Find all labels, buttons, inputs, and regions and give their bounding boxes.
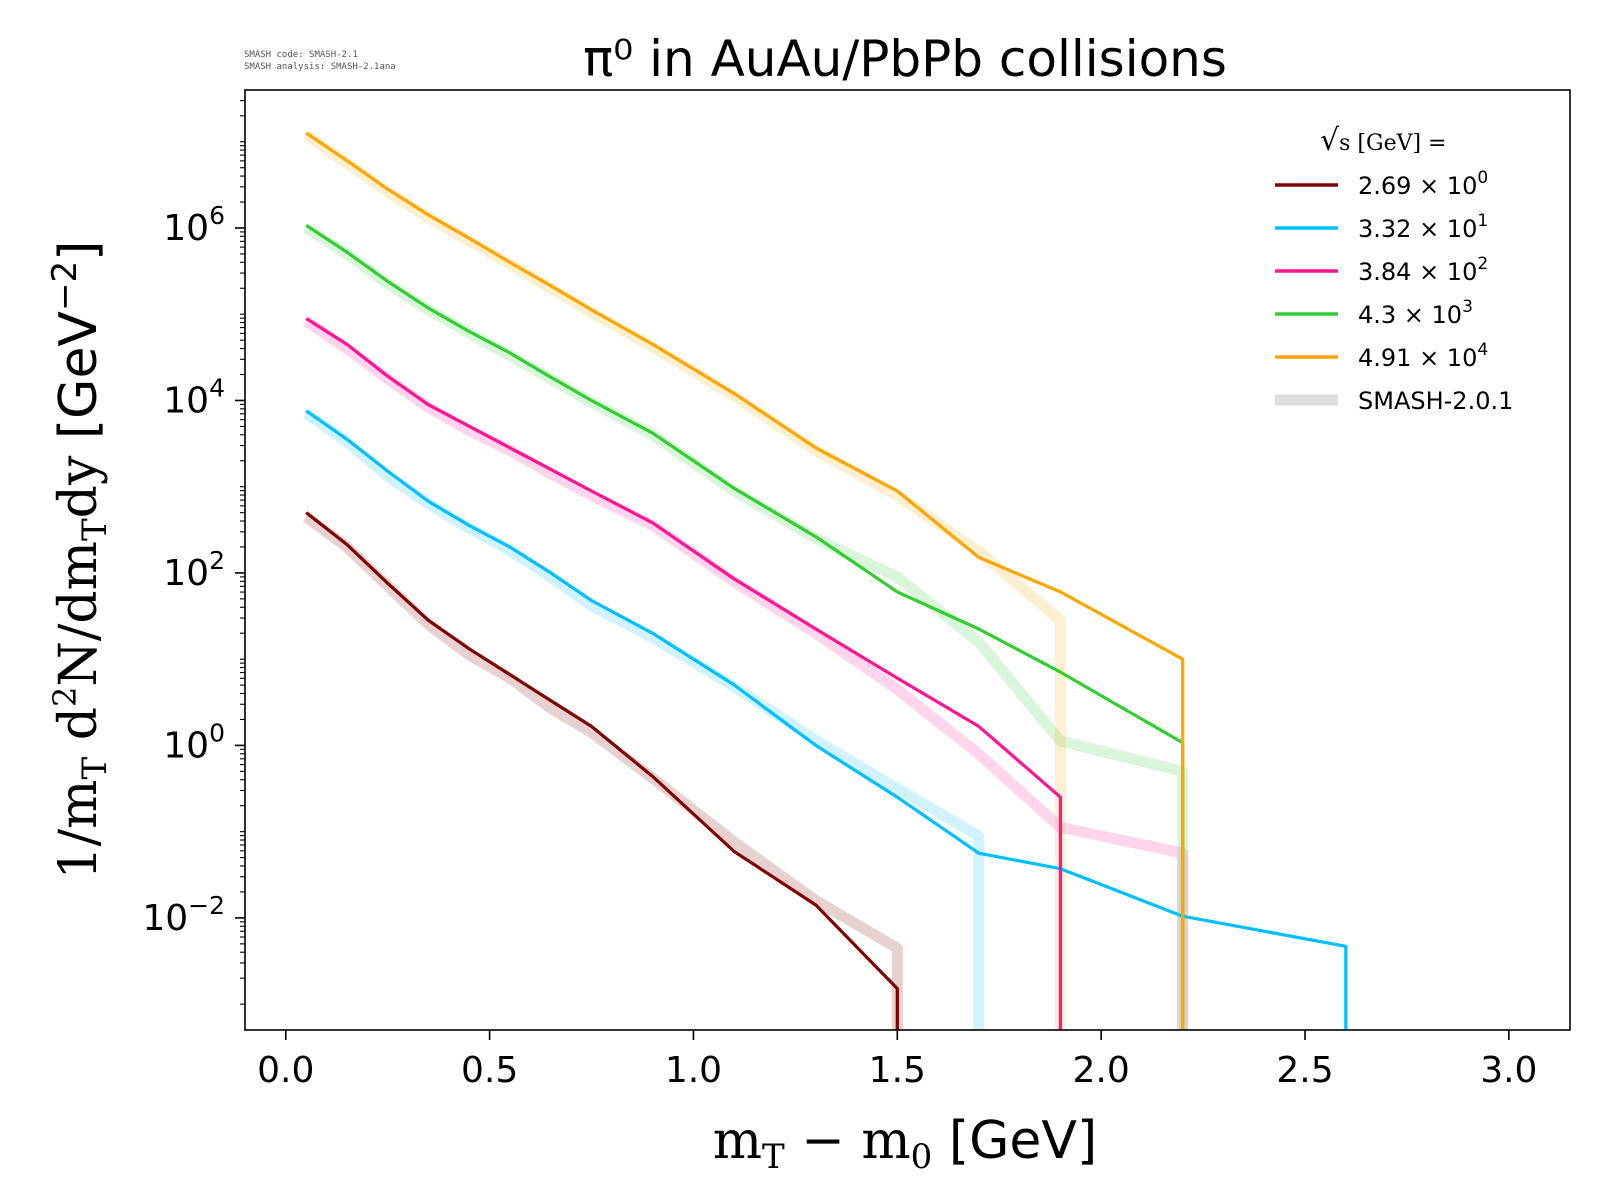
series-line-3 bbox=[305, 224, 1185, 1030]
plot-frame bbox=[244, 89, 1571, 1031]
legend: √s [GeV] = 2.69 × 100 3.32 × 101 3.84 × 10… bbox=[1275, 123, 1513, 415]
smash-analysis-version: SMASH analysis: SMASH-2.1ana bbox=[244, 62, 396, 72]
legend-label-4: 4.91 × 104 bbox=[1358, 340, 1488, 372]
series-line-1 bbox=[305, 409, 1348, 1030]
reference-series-line-0 bbox=[302, 512, 903, 1030]
x-tick-label: 0.5 bbox=[461, 1050, 518, 1091]
chart-title: π⁰ in AuAu/PbPb collisions bbox=[583, 30, 1227, 88]
x-tick-label: 1.5 bbox=[869, 1050, 926, 1091]
legend-title-text: s [GeV] = bbox=[1339, 131, 1446, 156]
y-axis: 10−2 100 102 104 106 bbox=[142, 100, 245, 1005]
series-line-2 bbox=[305, 317, 1063, 1030]
y-tick-label: 104 bbox=[163, 373, 225, 421]
legend-label-2: 3.84 × 102 bbox=[1358, 254, 1488, 286]
series-line-0 bbox=[305, 511, 899, 1030]
x-tick-label: 0.0 bbox=[257, 1050, 314, 1091]
x-tick-label: 3.0 bbox=[1480, 1050, 1537, 1091]
y-axis-label: 1/mT d2N/dmTdy [GeV−2] bbox=[45, 241, 115, 880]
legend-label-1: 3.32 × 101 bbox=[1358, 211, 1488, 243]
legend-label-3: 4.3 × 103 bbox=[1358, 297, 1473, 329]
data-lines bbox=[305, 131, 1348, 1030]
svg-text:1/mT d2N/dmTdy [GeV−2]: 1/mT d2N/dmTdy [GeV−2] bbox=[45, 241, 115, 880]
x-tick-label: 2.5 bbox=[1276, 1050, 1333, 1091]
x-tick-label: 2.0 bbox=[1073, 1050, 1130, 1091]
y-tick-label: 106 bbox=[163, 201, 225, 249]
legend-label-5: SMASH-2.0.1 bbox=[1358, 387, 1513, 415]
reference-series-line-2 bbox=[303, 316, 1189, 1030]
series-line-4 bbox=[305, 131, 1185, 1030]
x-axis: 0.0 0.5 1.0 1.5 2.0 2.5 3.0 bbox=[257, 1030, 1537, 1091]
reference-series-line-1 bbox=[303, 408, 985, 1030]
plot-area bbox=[245, 90, 1570, 1030]
x-tick-label: 1.0 bbox=[665, 1050, 722, 1091]
reference-series-line-4 bbox=[303, 130, 1066, 1030]
y-tick-label: 102 bbox=[163, 546, 225, 594]
x-axis-label: mT − m0 [GeV] bbox=[713, 1111, 1098, 1177]
y-tick-label: 100 bbox=[163, 718, 225, 766]
legend-label-0: 2.69 × 100 bbox=[1358, 168, 1488, 200]
smash-code-version: SMASH code: SMASH-2.1 bbox=[244, 50, 358, 60]
y-tick-label: 10−2 bbox=[142, 891, 225, 939]
legend-title: √s [GeV] = bbox=[1320, 123, 1446, 158]
